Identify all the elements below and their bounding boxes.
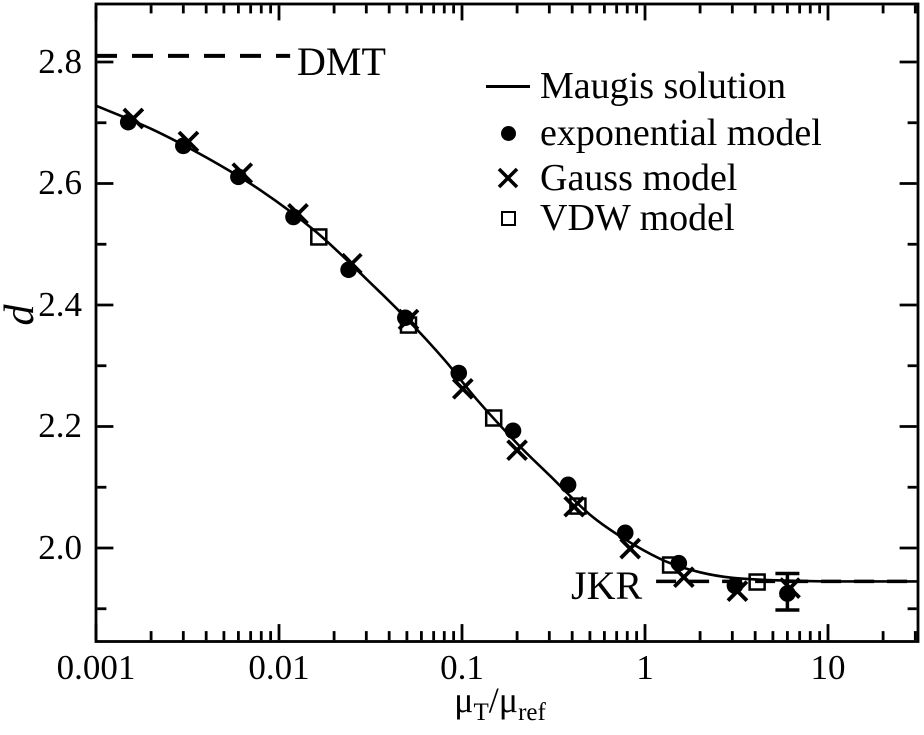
vdw-model-point [748,573,766,591]
x-cross-marker-icon [484,158,532,198]
legend-label: Gauss model [540,157,738,199]
gauss-model-point [397,308,420,331]
gauss-model-point [451,377,474,400]
legend-item-maugis: Maugis solution [484,66,786,106]
gauss-model-point [231,162,254,185]
gauss-model-point [177,130,200,153]
open-square-marker-icon [484,198,532,238]
exponential-model-point [559,476,577,494]
vdw-model-point [569,497,587,515]
jkr-limit-label: JKR [571,563,643,608]
x-axis-label: μT/μref [380,680,620,726]
y-axis-label: d [0,304,43,326]
gauss-model-point [563,495,585,518]
x-tick-label: 10 [810,648,846,687]
vdw-model-point [484,409,503,427]
filled-circle-marker-icon [484,113,532,153]
mu-symbol: μ [498,680,519,720]
legend-label: VDW model [540,197,735,239]
legend-item-exponential: exponential model [484,113,822,153]
x-tick-label: 0.1 [440,648,484,687]
gauss-model-point [619,537,642,560]
subscript-ref: ref [518,699,546,726]
exponential-model-point [616,524,634,542]
x-tick-label: 1 [636,648,654,687]
y-tick-label: 2.2 [38,406,82,445]
gauss-model-point [122,107,145,130]
exponential-model-point [504,422,522,440]
y-tick-label: 2.4 [38,285,82,324]
subscript-T: T [473,699,489,726]
y-tick-label: 2.6 [38,163,82,202]
vdw-model-point [310,228,328,246]
legend-label: Maugis solution [540,65,786,107]
exponential-model-point [450,364,468,382]
slash: / [488,680,499,720]
y-tick-label: 2.8 [38,42,82,81]
solid-line-swatch-icon [484,66,532,106]
y-tick-label: 2.0 [38,528,82,567]
gauss-model-point [506,439,528,462]
mu-symbol: μ [454,680,474,720]
gauss-model-point [726,580,749,602]
gauss-model-point [340,252,363,275]
legend-label: exponential model [540,112,822,154]
exponential-model-point [670,554,688,572]
gauss-model-point [287,203,309,225]
gauss-model-point [672,566,695,589]
gauss-model-point [779,577,801,599]
dmt-limit-label: DMT [297,39,386,84]
legend-item-gauss: Gauss model [484,158,737,198]
plot-frame [94,2,920,643]
x-tick-label: 0.001 [56,648,136,687]
x-tick-label: 0.01 [248,648,310,687]
legend-item-vdw: VDW model [484,198,735,238]
